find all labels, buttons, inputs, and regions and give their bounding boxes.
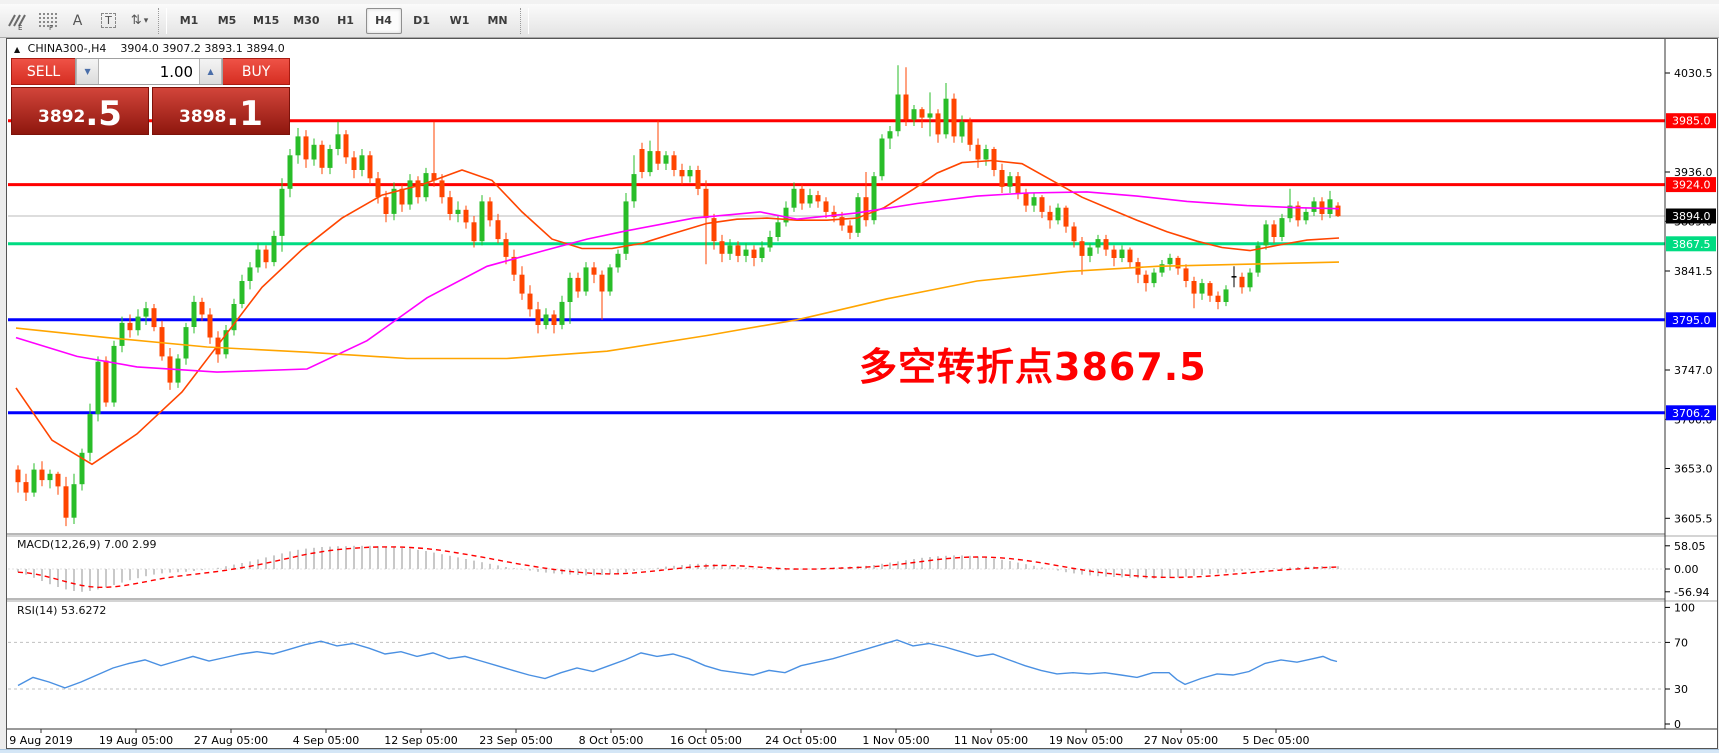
window-bottom-strip: [0, 749, 1719, 753]
one-click-trade-panel: SELL ▼ ▲ BUY 3892 .5 3898 .1: [11, 58, 290, 135]
timeframe-button-m30[interactable]: M30: [293, 13, 320, 27]
timeframe-button-m5[interactable]: M5: [217, 13, 237, 27]
rsi-axis-tick: 70: [1674, 636, 1688, 649]
price-axis-tick: 3747.0: [1674, 364, 1713, 377]
macd-signal-line: [17, 546, 1339, 588]
svg-text:3894.0: 3894.0: [1672, 210, 1711, 223]
buy-price-display[interactable]: 3898 .1: [152, 87, 290, 135]
buy-button[interactable]: BUY: [223, 58, 290, 85]
price-badge: [1666, 236, 1716, 252]
dropdown-caret-icon: ▾: [143, 15, 149, 26]
volume-stepper: ▼ ▲: [75, 58, 224, 85]
ma-fast-line: [15, 159, 1340, 466]
timeframe-button-h4[interactable]: H4: [365, 7, 402, 34]
time-axis-label: 5 Dec 05:00: [1243, 734, 1310, 747]
svg-text:E: E: [18, 24, 22, 30]
macd-axis-tick: -56.94: [1674, 586, 1709, 599]
candles-layer: [15, 65, 1341, 527]
buy-price-frac: .1: [226, 94, 263, 134]
svg-text:3706.2: 3706.2: [1672, 407, 1711, 420]
timeframe-button-h1[interactable]: H1: [337, 13, 354, 27]
textbox-t-icon[interactable]: T: [94, 7, 123, 35]
time-axis-label: 19 Aug 05:00: [99, 734, 173, 747]
timeframe-button-mn[interactable]: MN: [487, 13, 508, 27]
time-axis-label: 4 Sep 05:00: [293, 734, 359, 747]
time-axis-label: 8 Oct 05:00: [579, 734, 644, 747]
time-axis-label: 27 Nov 05:00: [1144, 734, 1218, 747]
price-badge: [1666, 177, 1716, 193]
time-axis-label: 1 Nov 05:00: [862, 734, 929, 747]
macd-axis-tick: 58.05: [1674, 540, 1706, 553]
stripes-e-icon[interactable]: E: [1, 7, 30, 35]
rsi-axis-tick: 100: [1674, 601, 1695, 614]
timeframe-button-m1[interactable]: M1: [179, 13, 199, 27]
price-badge: [1666, 312, 1716, 328]
chart-text-annotation: 多空转折点3867.5: [859, 345, 1207, 389]
svg-text:F: F: [49, 24, 53, 30]
ma-slow-line: [15, 261, 1340, 360]
rsi-indicator-label: RSI(14) 53.6272: [17, 604, 107, 617]
rsi-axis-tick: 0: [1674, 718, 1681, 731]
time-axis-label: 27 Aug 05:00: [194, 734, 268, 747]
volume-decrease-button[interactable]: ▼: [76, 59, 100, 84]
grid-f-icon[interactable]: F: [32, 7, 61, 35]
price-axis-tick: 3653.0: [1674, 463, 1713, 476]
time-axis-label: 11 Nov 05:00: [954, 734, 1028, 747]
svg-text:3795.0: 3795.0: [1672, 314, 1711, 327]
chart-symbol-header: ▲ CHINA300-,H4 3904.0 3907.2 3893.1 3894…: [14, 42, 285, 55]
macd-axis-tick: 0.00: [1674, 563, 1699, 576]
svg-text:3867.5: 3867.5: [1672, 238, 1711, 251]
timeframe-button-d1[interactable]: D1: [413, 13, 430, 27]
ma-mid-line: [15, 191, 1340, 373]
timeframe-button-w1[interactable]: W1: [449, 13, 470, 27]
buy-price-main: 3898: [179, 107, 227, 127]
sell-button[interactable]: SELL: [11, 58, 76, 85]
sell-price-display[interactable]: 3892 .5: [11, 87, 149, 135]
rsi-axis-tick: 30: [1674, 683, 1688, 696]
price-badge: [1666, 113, 1716, 129]
sell-price-frac: .5: [85, 94, 122, 134]
time-axis-label: 16 Oct 05:00: [670, 734, 742, 747]
time-axis[interactable]: 9 Aug 2019 19 Aug 05:00 27 Aug 05:00 4 Sep …: [9, 729, 1309, 747]
volume-increase-button[interactable]: ▲: [199, 59, 223, 84]
price-badge: [1666, 405, 1716, 421]
collapse-triangle-icon[interactable]: ▲: [14, 45, 21, 54]
price-axis-tick: 3936.0: [1674, 166, 1713, 179]
chart-window[interactable]: 4030.53936.03889.03841.53747.03700.03653…: [6, 38, 1718, 749]
time-axis-label: 9 Aug 2019: [9, 734, 72, 747]
chart-canvas[interactable]: 4030.53936.03889.03841.53747.03700.03653…: [7, 39, 1717, 748]
time-axis-label: 23 Sep 05:00: [479, 734, 552, 747]
toolbar-separator: [519, 7, 529, 34]
toolbar-separator: [158, 7, 167, 34]
main-toolbar: E F A T ⇅ ▾ M1 M5 M15 M30 H1 H4 D1 W1 MN: [0, 4, 1719, 38]
price-axis-tick: 3605.5: [1674, 512, 1713, 525]
sell-price-main: 3892: [38, 107, 86, 127]
label-a-icon[interactable]: A: [72, 12, 83, 29]
price-axis-tick: 4030.5: [1674, 67, 1713, 80]
svg-text:3924.0: 3924.0: [1672, 179, 1711, 192]
macd-indicator-label: MACD(12,26,9) 7.00 2.99: [17, 538, 157, 551]
volume-input[interactable]: [99, 59, 200, 84]
rsi-line: [17, 639, 1338, 689]
time-axis-label: 12 Sep 05:00: [384, 734, 457, 747]
svg-text:3985.0: 3985.0: [1672, 115, 1711, 128]
time-axis-label: 24 Oct 05:00: [765, 734, 837, 747]
price-axis-tick: 3841.5: [1674, 265, 1713, 278]
symbol-label: CHINA300-,H4: [27, 42, 107, 55]
time-axis-label: 19 Nov 05:00: [1049, 734, 1123, 747]
macd-histogram: [17, 545, 1339, 592]
sort-arrows-icon[interactable]: ⇅ ▾: [130, 13, 149, 28]
ohlc-values: 3904.0 3907.2 3893.1 3894.0: [120, 42, 285, 55]
timeframe-button-m15[interactable]: M15: [253, 13, 280, 27]
price-badge: [1666, 208, 1716, 224]
